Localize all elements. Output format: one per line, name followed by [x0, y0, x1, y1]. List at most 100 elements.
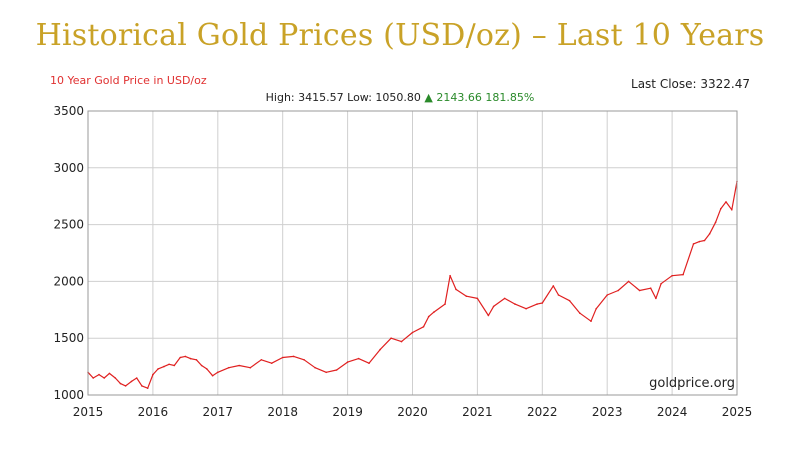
change-percent: 181.85% [485, 91, 535, 104]
page-title: Historical Gold Prices (USD/oz) – Last 1… [35, 18, 765, 53]
price-point [152, 373, 154, 376]
price-point [557, 294, 560, 296]
x-tick-label: 2015 [73, 405, 104, 419]
price-point [249, 366, 252, 369]
price-point [228, 366, 230, 369]
price-point [335, 369, 338, 371]
price-point [163, 365, 165, 368]
price-point [390, 337, 392, 340]
price-point [108, 372, 111, 375]
price-point [119, 382, 122, 385]
x-tick-label: 2021 [462, 405, 493, 419]
price-point [503, 297, 506, 300]
price-point [146, 387, 149, 390]
change-value: 2143.66 [436, 91, 482, 104]
price-point [568, 299, 571, 302]
price-point [708, 232, 711, 235]
price-point [303, 359, 305, 361]
price-point [124, 385, 127, 387]
price-point [455, 288, 457, 291]
x-tick-label: 2019 [332, 405, 363, 419]
price-point [368, 362, 370, 365]
price-point [238, 364, 240, 367]
high-value: 3415.57 [298, 91, 344, 104]
low-label: Low: [347, 91, 372, 104]
price-point [292, 355, 295, 358]
high-label: High: [265, 91, 295, 104]
price-point [114, 377, 117, 379]
price-point [476, 297, 479, 300]
price-point [595, 307, 597, 310]
price-point [649, 287, 652, 290]
price-point [92, 377, 94, 379]
price-point [627, 280, 630, 283]
price-point [427, 315, 430, 318]
price-point [552, 285, 555, 287]
price-point [141, 385, 143, 387]
x-axis-labels: 2015 2016 2017 2018 2019 2020 2021 2022 2023 2024… [73, 405, 753, 419]
price-point [720, 207, 722, 210]
plot-frame [87, 110, 738, 396]
price-point [211, 374, 214, 377]
price-point [714, 221, 717, 224]
price-point [579, 312, 581, 315]
price-point [281, 356, 284, 359]
price-point [703, 239, 706, 242]
price-point [400, 340, 403, 343]
price-point [541, 302, 544, 304]
price-point [260, 359, 263, 361]
price-point [195, 359, 198, 361]
price-point [411, 331, 414, 334]
price-point [189, 357, 192, 360]
price-point [487, 314, 490, 317]
price-point [98, 373, 100, 376]
price-point [682, 273, 684, 276]
x-tick-label: 2016 [138, 405, 169, 419]
price-point [725, 201, 727, 203]
x-tick-label: 2025 [722, 405, 753, 419]
y-tick-label: 2000 [53, 274, 84, 288]
up-arrow-icon: ▲ [424, 91, 433, 104]
price-point [270, 362, 273, 365]
price-point [422, 326, 425, 328]
price-point [444, 303, 446, 305]
price-point [433, 311, 435, 313]
price-point [731, 209, 733, 211]
price-point [514, 303, 516, 305]
price-point [206, 368, 208, 370]
x-tick-label: 2020 [397, 405, 428, 419]
x-tick-label: 2017 [203, 405, 234, 419]
y-tick-label: 3500 [53, 104, 84, 118]
chart-subtitle: 10 Year Gold Price in USD/oz [50, 74, 207, 87]
y-axis-labels: 1000 1500 2000 2500 3000 3500 [53, 104, 84, 402]
price-point [157, 368, 159, 370]
price-point [492, 305, 495, 308]
price-point [179, 356, 181, 359]
price-point [168, 363, 170, 366]
watermark: goldprice.org [649, 376, 735, 391]
price-point [184, 355, 187, 358]
price-line [87, 181, 738, 389]
grid [87, 110, 738, 396]
price-point [346, 361, 349, 363]
price-point [357, 357, 360, 360]
y-tick-label: 3000 [53, 161, 84, 175]
y-tick-label: 1000 [53, 388, 84, 402]
price-point [325, 371, 328, 374]
price-point [617, 289, 619, 292]
last-close-label: Last Close: 3322.47 [631, 77, 750, 91]
price-point [465, 295, 468, 298]
x-tick-label: 2022 [527, 405, 558, 419]
stats-line: High: 3415.57 Low: 1050.80 ▲ 2143.66 181… [0, 91, 800, 104]
price-point [130, 380, 133, 383]
price-point [135, 377, 138, 379]
y-tick-label: 2500 [53, 218, 84, 232]
x-tick-label: 2024 [657, 405, 688, 419]
price-series [87, 180, 738, 390]
price-point [173, 364, 176, 367]
x-tick-label: 2023 [592, 405, 623, 419]
price-point [536, 303, 538, 305]
y-tick-label: 1500 [53, 331, 84, 345]
price-point [660, 282, 662, 285]
